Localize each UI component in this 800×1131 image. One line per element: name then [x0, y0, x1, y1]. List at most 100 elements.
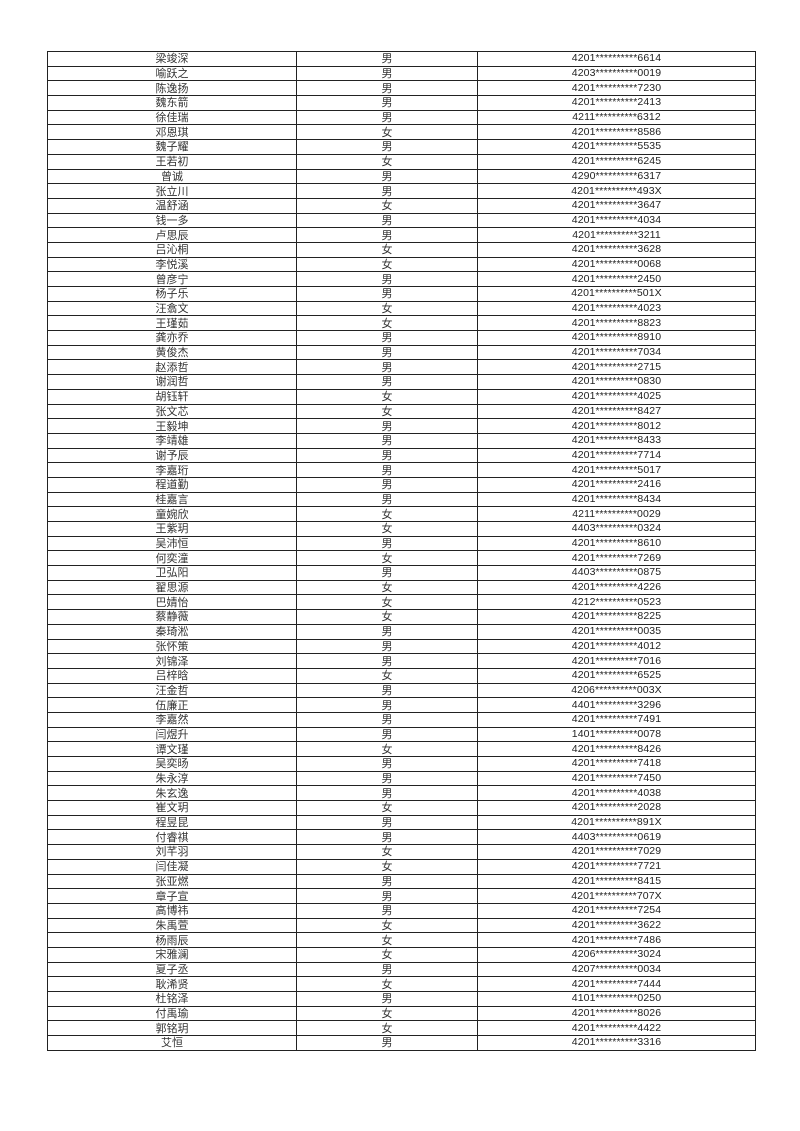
gender-cell: 男 — [296, 418, 478, 434]
name-cell: 汪翕文 — [47, 300, 297, 317]
id-number-cell: 4201**********8910 — [477, 330, 756, 346]
id-number-cell: 4201**********3211 — [477, 227, 756, 243]
gender-cell: 女 — [296, 550, 478, 567]
table-row: 谢润哲男 4201**********0830 — [47, 374, 756, 390]
gender-cell: 男 — [296, 212, 478, 229]
gender-cell: 女 — [296, 858, 478, 875]
id-number-cell: 4201**********7029 — [477, 844, 756, 860]
id-number-cell: 4201**********2413 — [477, 95, 756, 111]
name-cell: 王瑾茹 — [47, 315, 297, 332]
gender-cell: 男 — [296, 1035, 478, 1051]
id-number-cell: 4201**********7721 — [477, 858, 756, 875]
name-cell: 朱禹萱 — [47, 917, 297, 934]
table-row: 钱一多男 4201**********4034 — [47, 212, 756, 229]
gender-cell: 女 — [296, 917, 478, 934]
gender-cell: 女 — [296, 844, 478, 860]
table-row: 李嘉珩男 4201**********5017 — [47, 462, 756, 478]
name-cell: 陈逸扬 — [47, 80, 297, 97]
id-number-cell: 4201**********3622 — [477, 917, 756, 934]
gender-cell: 男 — [296, 888, 478, 904]
name-cell: 邓恩琪 — [47, 124, 297, 141]
id-number-cell: 4403**********0875 — [477, 565, 756, 581]
id-number-cell: 4211**********0029 — [477, 506, 756, 522]
id-number-cell: 4201**********3628 — [477, 241, 756, 258]
name-cell: 张怀策 — [47, 638, 297, 655]
gender-cell: 女 — [296, 241, 478, 258]
id-number-cell: 4201**********501X — [477, 286, 756, 302]
name-cell: 童婉欣 — [47, 506, 297, 522]
name-cell: 巴婧怡 — [47, 594, 297, 611]
name-cell: 黄俊杰 — [47, 344, 297, 361]
gender-cell: 男 — [296, 432, 478, 449]
name-cell: 刘锦泽 — [47, 653, 297, 669]
gender-cell: 女 — [296, 403, 478, 420]
id-number-cell: 4403**********0619 — [477, 829, 756, 846]
name-cell: 张亚燃 — [47, 873, 297, 890]
table-row: 杨子乐男 4201**********501X — [47, 286, 756, 302]
id-number-cell: 4201**********4034 — [477, 212, 756, 229]
id-number-cell: 4201**********7418 — [477, 756, 756, 772]
gender-cell: 男 — [296, 344, 478, 361]
id-number-cell: 4201**********5017 — [477, 462, 756, 478]
gender-cell: 女 — [296, 800, 478, 816]
table-row: 李嘉然男 4201**********7491 — [47, 711, 756, 728]
name-cell: 夏子丞 — [47, 961, 297, 978]
id-number-cell: 4201**********0068 — [477, 256, 756, 273]
id-number-cell: 4207**********0034 — [477, 961, 756, 978]
name-cell: 李嘉然 — [47, 711, 297, 728]
table-row: 喻跃之男 4203**********0019 — [47, 65, 756, 82]
table-row: 翟思源女 4201**********4226 — [47, 579, 756, 596]
table-row: 闫煜升男 1401**********0078 — [47, 726, 756, 743]
table-row: 童婉欣女 4211**********0029 — [47, 506, 756, 522]
table-row: 王瑾茹女 4201**********8823 — [47, 315, 756, 332]
table-row: 杨雨辰女 4201**********7486 — [47, 932, 756, 948]
gender-cell: 女 — [296, 300, 478, 317]
id-number-cell: 4201**********4226 — [477, 579, 756, 596]
name-cell: 刘芊羽 — [47, 844, 297, 860]
table-row: 邓恩琪女 4201**********8586 — [47, 124, 756, 141]
table-row: 何奕潼女 4201**********7269 — [47, 550, 756, 567]
table-row: 章子宣男 4201**********707X — [47, 888, 756, 904]
name-cell: 王毅坤 — [47, 418, 297, 434]
gender-cell: 女 — [296, 609, 478, 625]
table-row: 汪金哲男 4206**********003X — [47, 682, 756, 699]
table-row: 宋雅澜女 4206**********3024 — [47, 946, 756, 963]
gender-cell: 女 — [296, 315, 478, 332]
gender-cell: 男 — [296, 462, 478, 478]
gender-cell: 男 — [296, 65, 478, 82]
table-row: 张文芯女 4201**********8427 — [47, 403, 756, 420]
gender-cell: 男 — [296, 286, 478, 302]
id-number-cell: 4201**********8225 — [477, 609, 756, 625]
name-cell: 闫佳凝 — [47, 858, 297, 875]
gender-cell: 女 — [296, 124, 478, 141]
name-cell: 程昱昆 — [47, 814, 297, 831]
name-cell: 吴沛恒 — [47, 535, 297, 552]
id-number-cell: 4201**********4025 — [477, 388, 756, 405]
gender-cell: 女 — [296, 1020, 478, 1037]
table-row: 刘芊羽女 4201**********7029 — [47, 844, 756, 860]
gender-cell: 男 — [296, 80, 478, 97]
name-cell: 谭文瑾 — [47, 741, 297, 757]
table-row: 陈逸扬男 4201**********7230 — [47, 80, 756, 97]
id-number-cell: 4201**********7714 — [477, 447, 756, 464]
id-number-cell: 4290**********6317 — [477, 168, 756, 185]
id-number-cell: 4201**********891X — [477, 814, 756, 831]
id-number-cell: 4401**********3296 — [477, 697, 756, 713]
name-cell: 付睿祺 — [47, 829, 297, 846]
table-row: 王若初女 4201**********6245 — [47, 153, 756, 170]
gender-cell: 男 — [296, 711, 478, 728]
gender-cell: 男 — [296, 51, 478, 67]
name-cell: 吕沁桐 — [47, 241, 297, 258]
table-row: 郭铭玥女 4201**********4422 — [47, 1020, 756, 1037]
name-cell: 梁竣深 — [47, 51, 297, 67]
gender-cell: 男 — [296, 491, 478, 508]
gender-cell: 男 — [296, 168, 478, 185]
id-number-cell: 4201**********5535 — [477, 139, 756, 155]
id-number-cell: 4201**********8026 — [477, 1005, 756, 1022]
name-cell: 张文芯 — [47, 403, 297, 420]
table-row: 梁竣深男 4201**********6614 — [47, 51, 756, 67]
id-number-cell: 4201**********8586 — [477, 124, 756, 141]
table-row: 程昱昆男 4201**********891X — [47, 814, 756, 831]
gender-cell: 女 — [296, 256, 478, 273]
gender-cell: 男 — [296, 682, 478, 699]
